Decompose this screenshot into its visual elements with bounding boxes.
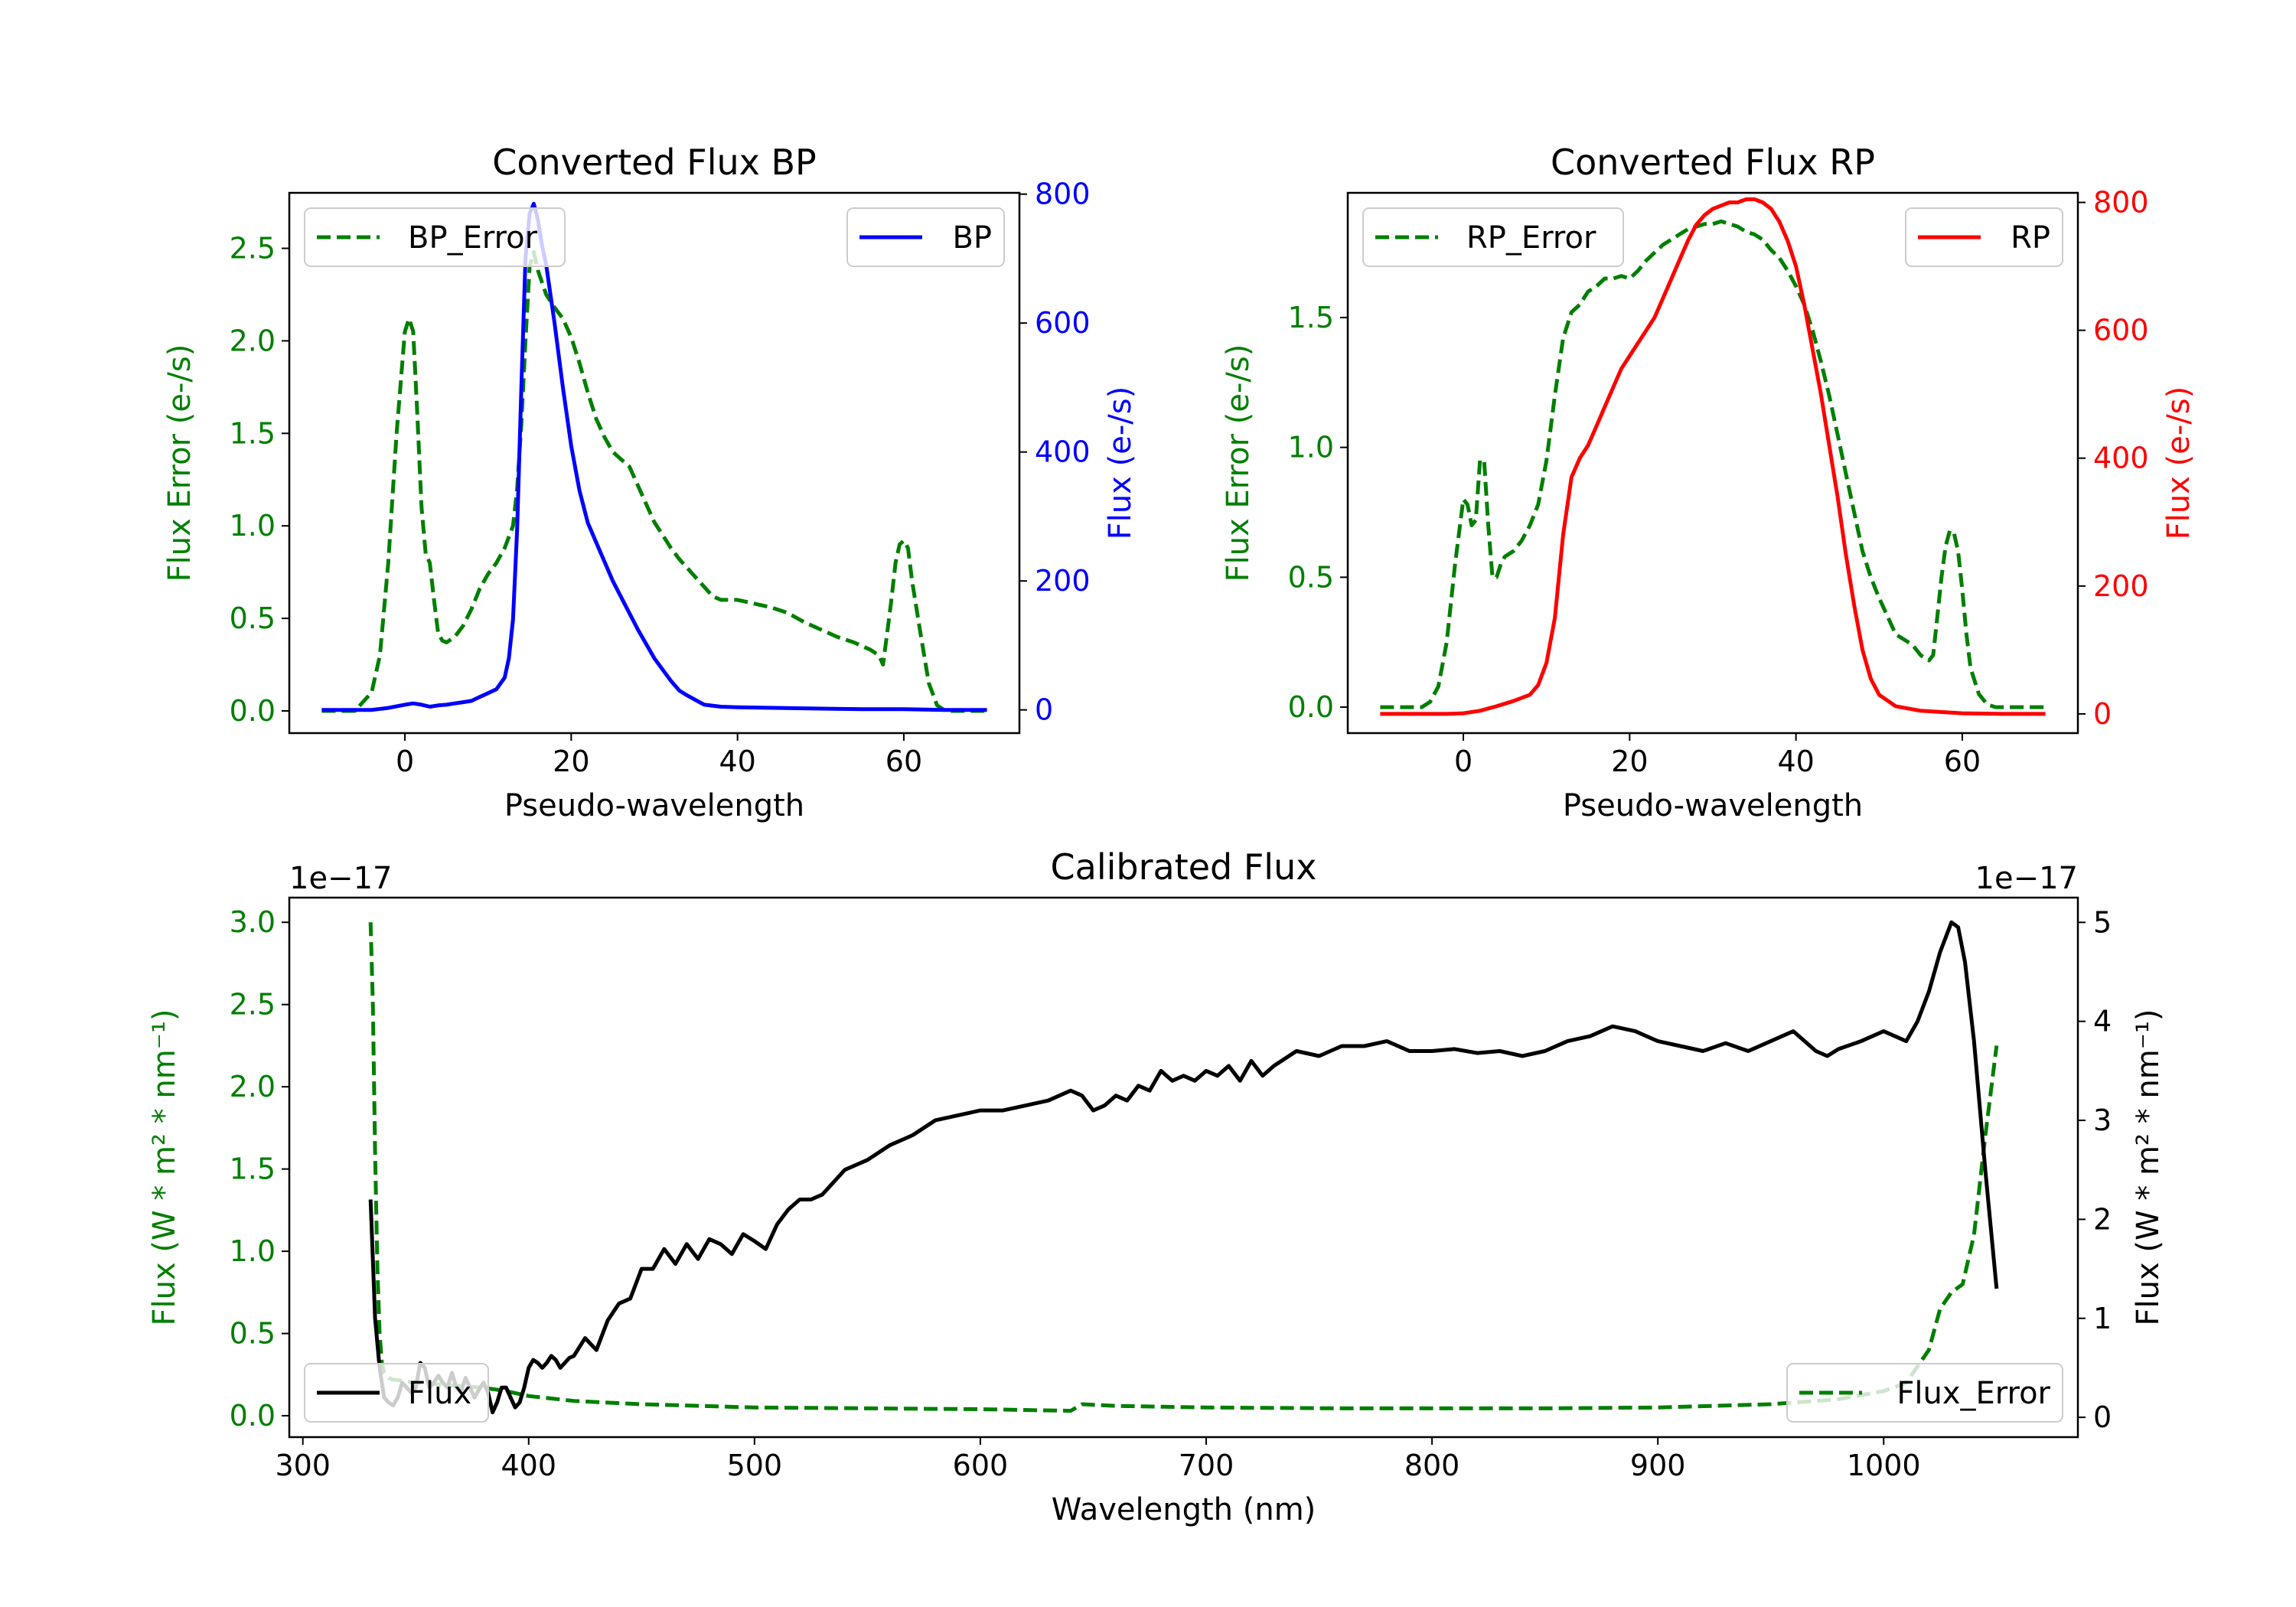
cal-xtick-label: 500 [727,1449,783,1482]
cal-xtick-label: 300 [275,1449,331,1482]
legend-box [304,207,566,267]
cal-xtick-label: 800 [1404,1449,1460,1482]
bp-axes-frame [288,191,1021,735]
bp-right-ylabel: Flux (e-/s) [1103,386,1138,539]
legend-box [1362,207,1624,267]
cal-xtick-label: 400 [501,1449,557,1482]
rp-xtick-label: 40 [1777,745,1814,778]
cal-left-ytick-label: 0.0 [230,1399,276,1433]
rp-legend-flux: RP [1905,207,2063,267]
rp-right-ylabel: Flux (e-/s) [2161,386,2197,539]
cal-right-ytick-label: 1 [2093,1302,2112,1335]
cal-xtick-label: 700 [1179,1449,1234,1482]
rp-series-group [1380,197,2046,716]
bp-plot-area: 0 20 40 60 0.0 0.5 1.0 1.5 2.0 2.5 0 200 400 600 800 [230,178,1091,778]
calibrated-legend-flux: Flux [304,1363,489,1423]
rp-xtick-label: 20 [1611,745,1648,778]
rp-legend-error: RP_Error [1362,207,1624,267]
bp-right-ytick-label: 600 [1035,306,1091,340]
cal-right-ytick-label: 4 [2093,1005,2112,1038]
bp-xlabel: Pseudo-wavelength [504,788,804,823]
cal-xtick-label: 600 [953,1449,1009,1482]
calibrated-legend-error-label: Flux_Error [1896,1376,2050,1411]
bp-xtick-label: 20 [553,745,589,778]
cal-xtick-label: 1000 [1847,1449,1921,1482]
rp-left-ytick-label: 1.0 [1288,431,1334,464]
bp-xtick-label: 60 [885,745,922,778]
cal-left-ytick-label: 1.0 [230,1234,276,1268]
cal-axes-frame [288,896,2079,1439]
bp-right-ytick-label: 200 [1035,564,1091,598]
cal-left-ytick-label: 0.5 [230,1317,276,1351]
rp-left-ytick-label: 1.5 [1288,301,1334,334]
bp-right-ytick-label: 400 [1035,435,1091,469]
calibrated-xlabel: Wavelength (nm) [1052,1492,1316,1527]
rp-right-ytick-label: 0 [2093,697,2112,731]
calibrated-right-ylabel: Flux (W * m² * nm⁻¹) [2131,1009,2166,1326]
bp-left-ytick-label: 1.5 [230,416,276,450]
rp-xtick-label: 0 [1454,745,1473,778]
bp-right-ytick-label: 800 [1035,178,1091,211]
cal-right-ytick-label: 3 [2093,1103,2112,1137]
cal-series-group [368,920,1999,1415]
calibrated-panel: 300 400 500 600 700 800 900 1000 0.0 0.5 1.0 1.5 2.0… [147,846,2166,1527]
cal-left-ytick-label: 2.5 [230,988,276,1022]
cal-left-ytick-label: 1.5 [230,1152,276,1186]
rp-xtick-label: 60 [1944,745,1981,778]
cal-left-ytick-label: 2.0 [230,1070,276,1103]
calibrated-right-offset: 1e−17 [1975,861,2078,896]
rp-left-ytick-label: 0.5 [1288,560,1334,594]
rp-right-ytick-label: 200 [2093,569,2149,603]
rp-panel: 0 20 40 60 0.0 0.5 1.0 1.5 0 200 400 600 800 Convert… [1221,142,2197,823]
bp-legend-flux-label: BP [952,220,992,256]
bp-xtick-label: 40 [719,745,755,778]
calibrated-left-ylabel: Flux (W * m² * nm⁻¹) [147,1009,182,1326]
calibrated-legend-error: Flux_Error [1786,1363,2063,1423]
legend-box [846,207,1005,267]
cal-right-ytick-label: 5 [2093,905,2112,939]
rp-title: Converted Flux RP [1551,142,1875,183]
cal-series-flux [368,920,1999,1415]
rp-series-rp [1380,197,2046,716]
cal-right-ytick-label: 0 [2093,1400,2112,1434]
legend-box [1905,207,2063,267]
rp-plot-area: 0 20 40 60 0.0 0.5 1.0 1.5 0 200 400 600 800 [1288,186,2149,778]
bp-series-bp [321,201,987,712]
bp-left-ylabel: Flux Error (e-/s) [162,344,197,582]
rp-right-ytick-label: 400 [2093,442,2149,475]
bp-title: Converted Flux BP [492,142,817,183]
bp-right-ytick-label: 0 [1035,693,1053,727]
cal-right-ytick-label: 2 [2093,1202,2112,1236]
bp-left-ytick-label: 2.0 [230,324,276,357]
calibrated-legend-flux-label: Flux [408,1376,471,1411]
bp-legend-error-label: BP_Error [408,220,538,256]
calibrated-left-offset: 1e−17 [289,861,392,896]
bp-legend-error: BP_Error [304,207,566,267]
cal-series-flux-error [368,922,1999,1413]
rp-left-ylabel: Flux Error (e-/s) [1221,344,1256,582]
bp-legend-flux: BP [846,207,1005,267]
rp-axes-frame [1346,191,2079,735]
cal-xtick-label: 900 [1630,1449,1686,1482]
bp-left-ytick-label: 0.5 [230,601,276,635]
bp-left-ytick-label: 2.5 [230,232,276,266]
legend-box [1786,1363,2063,1423]
calibrated-title: Calibrated Flux [1051,846,1317,888]
rp-legend-flux-label: RP [2011,220,2050,256]
bp-left-ytick-label: 1.0 [230,509,276,543]
rp-left-ytick-label: 0.0 [1288,690,1334,724]
rp-legend-error-label: RP_Error [1466,220,1596,256]
rp-right-ytick-label: 800 [2093,186,2149,220]
bp-series-group [321,201,987,713]
rp-series-rp-error [1380,219,2046,709]
bp-left-ytick-label: 0.0 [230,694,276,728]
legend-box [304,1363,489,1423]
cal-left-ytick-label: 3.0 [230,905,276,939]
bp-xtick-label: 0 [396,745,414,778]
rp-xlabel: Pseudo-wavelength [1563,788,1863,823]
bp-panel: 0 20 40 60 0.0 0.5 1.0 1.5 2.0 2.5 0 200 400 600 800 C… [162,142,1138,823]
rp-right-ytick-label: 600 [2093,314,2149,347]
bp-series-bp-error [321,249,987,713]
